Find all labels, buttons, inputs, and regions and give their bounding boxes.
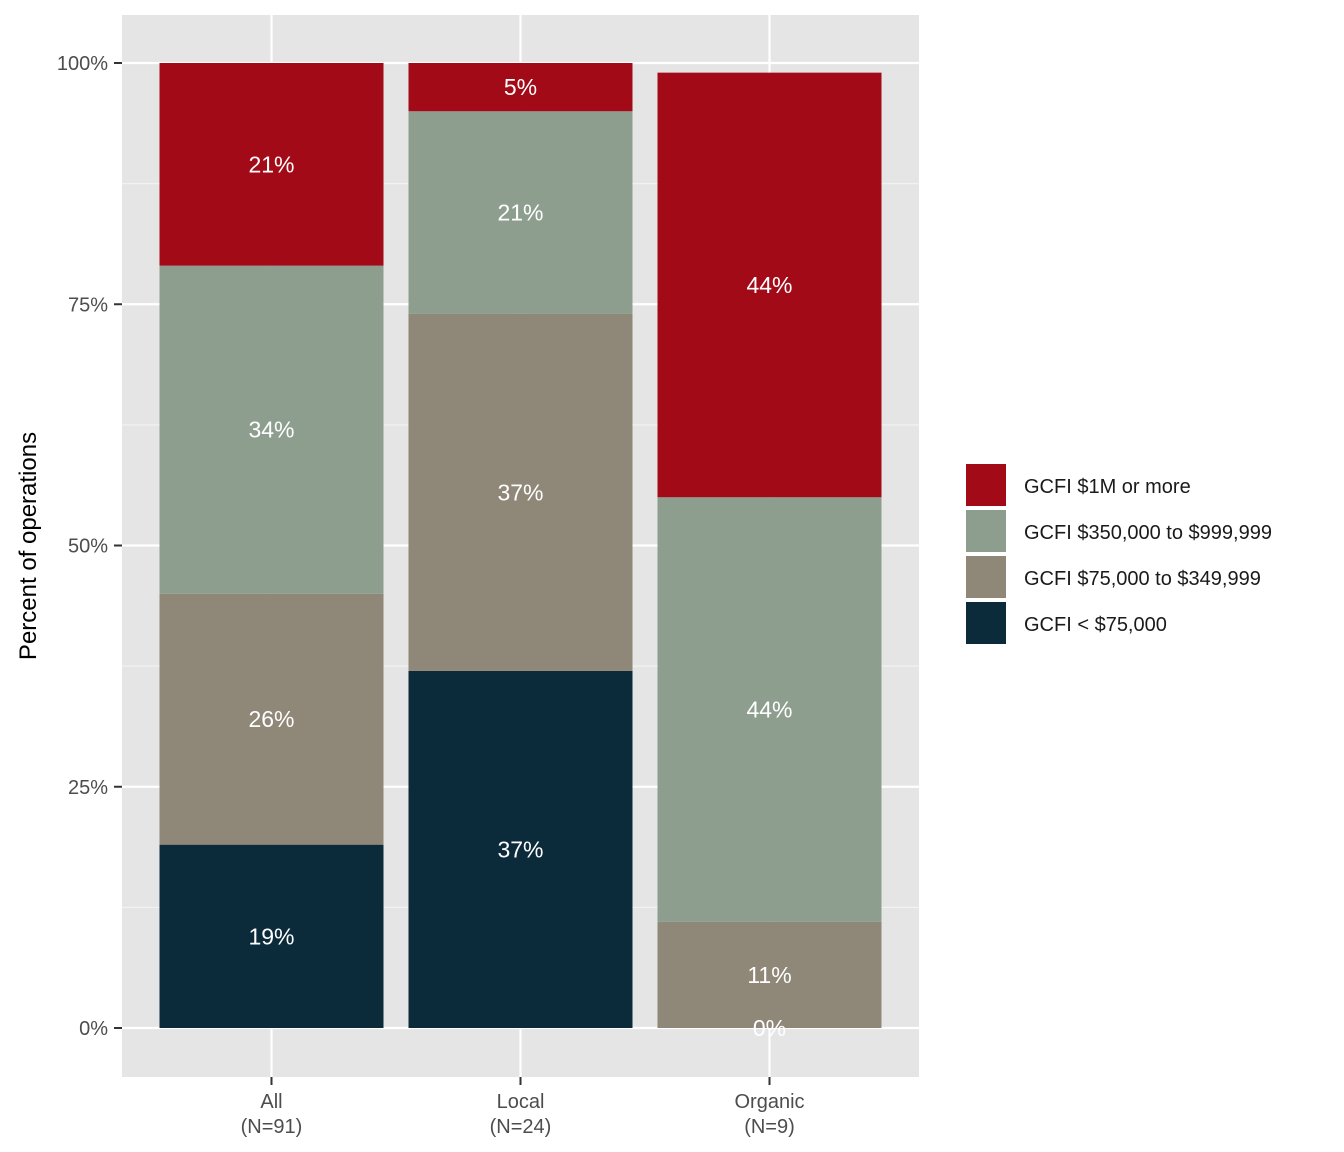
legend-key <box>964 600 1008 646</box>
x-tick-label: Organic (N=9) <box>734 1091 804 1138</box>
legend-key <box>964 554 1008 600</box>
legend: GCFI $1M or more GCFI $350,000 to $999,99… <box>964 462 1272 646</box>
x-axis: All (N=91) Local (N=24) Organic (N=9) <box>241 1077 805 1138</box>
bar-value-label: 21% <box>497 200 543 226</box>
legend-key <box>964 462 1008 508</box>
bar-value-label: 5% <box>504 74 537 100</box>
y-tick-label: 75% <box>68 294 108 316</box>
bar-labels: 19% 26% 34% 21% 37% 37% 21% 5% 0% 11% 44% 44% <box>248 74 792 1041</box>
legend-label: GCFI < $75,000 <box>1024 614 1167 636</box>
bar-segment <box>408 111 633 314</box>
y-tick-label: 0% <box>79 1018 108 1040</box>
bars <box>159 63 882 1028</box>
bar-value-label: 44% <box>746 272 792 298</box>
x-tick-label: All (N=91) <box>241 1091 303 1138</box>
bar-value-label: 19% <box>248 923 294 949</box>
bar-value-label: 37% <box>497 836 543 862</box>
bar-segment <box>159 265 384 594</box>
bar-value-label: 34% <box>248 417 294 443</box>
bar-segment <box>159 593 384 845</box>
bar-value-label: 37% <box>497 479 543 505</box>
y-axis-title: Percent of operations <box>15 432 42 660</box>
legend-label: GCFI $1M or more <box>1024 476 1191 498</box>
bar-segment <box>159 63 384 266</box>
bar-value-label: 11% <box>747 962 791 988</box>
bar-value-label: 26% <box>248 706 294 732</box>
bar-segment <box>657 497 882 922</box>
bar-segment <box>408 63 633 112</box>
x-tick-label: Local (N=24) <box>490 1091 552 1138</box>
bar-segment <box>159 844 384 1028</box>
bar-segment <box>657 921 882 1028</box>
legend-label: GCFI $350,000 to $999,999 <box>1024 522 1272 544</box>
y-tick-label: 50% <box>68 536 108 558</box>
bar-segment <box>657 72 882 498</box>
bar-value-label: 44% <box>746 697 792 723</box>
y-axis: 0% 25% 50% 75% 100% <box>57 53 122 1040</box>
y-tick-label: 25% <box>68 777 108 799</box>
y-tick-label: 100% <box>57 53 108 75</box>
bar-value-label: 21% <box>248 151 294 177</box>
legend-key <box>964 508 1008 554</box>
legend-label: GCFI $75,000 to $349,999 <box>1024 568 1261 590</box>
bar-value-label: 0% <box>753 1015 786 1041</box>
bar-segment <box>408 670 633 1028</box>
bar-segment <box>408 313 633 671</box>
